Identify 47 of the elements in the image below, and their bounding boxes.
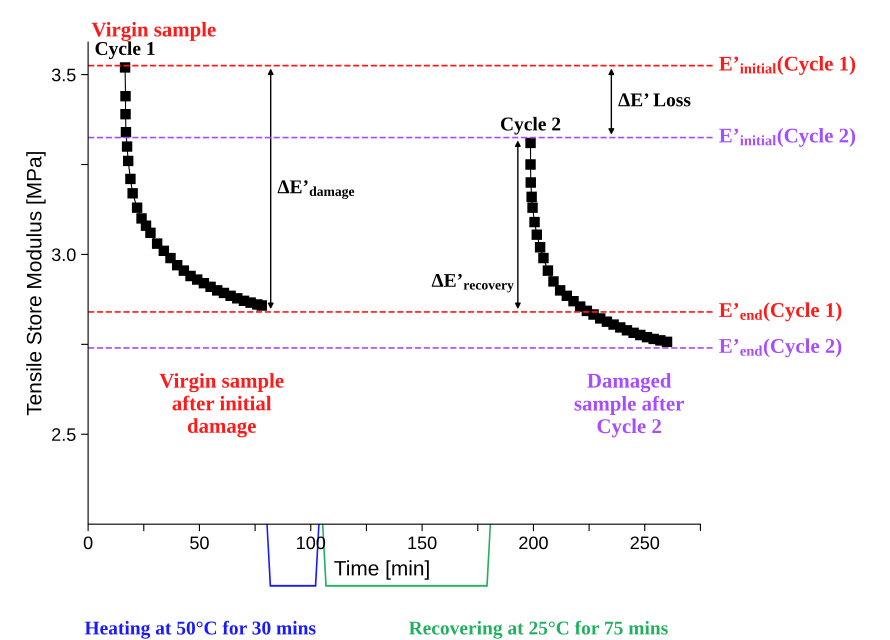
point	[127, 188, 138, 198]
point	[526, 192, 537, 202]
x-tick-label: 150	[408, 536, 436, 550]
point	[534, 242, 546, 252]
point	[548, 276, 559, 287]
x-tick-label: 250	[630, 536, 660, 550]
ref-line-label: E’$_{end}$(Cycle 1)	[719, 302, 842, 322]
point	[132, 202, 142, 213]
point	[662, 336, 672, 348]
point	[532, 229, 542, 240]
y-tick-label: 3.0	[52, 248, 76, 262]
ref-line-label: E’$_{initial}$(Cycle 2)	[719, 128, 856, 147]
point	[145, 228, 156, 238]
x-tick-label: 50	[190, 536, 209, 550]
point	[120, 108, 131, 120]
point	[125, 174, 136, 184]
point	[120, 126, 132, 138]
y-tick-label: 2.5	[52, 428, 76, 441]
y-axis-title: Tensile Store Modulus [MPa]	[26, 152, 46, 416]
x-axis-title: Time [min]	[334, 560, 429, 580]
point	[122, 141, 132, 152]
x-tick-label: 200	[519, 536, 548, 550]
ref-line-label: E’$_{end}$(Cycle 2)	[719, 338, 842, 358]
point	[526, 177, 536, 188]
point	[122, 156, 134, 166]
point	[158, 246, 170, 256]
series-label: Cycle 2	[500, 116, 560, 135]
y-tick-label: 3.5	[52, 68, 76, 82]
annotation: Damaged sample after Cycle 2	[574, 373, 684, 438]
series-label: Cycle 1	[96, 41, 155, 60]
annotation: ΔE’$_{damage}$	[278, 180, 354, 199]
point	[527, 202, 538, 213]
text: Virgin sample	[92, 22, 216, 41]
text: Recovering at 25°C for 75 mins	[408, 620, 668, 639]
point	[538, 252, 549, 264]
text: Heating at 50°C for 30 mins	[84, 620, 316, 639]
annotation: ΔE’$_{recovery}$	[432, 274, 514, 292]
annotation: ΔE’ Loss	[618, 93, 690, 106]
point	[256, 300, 267, 311]
point	[120, 90, 131, 102]
point	[542, 265, 554, 276]
annotation: Virgin sample after initial damage	[160, 373, 284, 438]
ref-line-label: E’$_{initial}$(Cycle 1)	[719, 56, 856, 75]
point	[529, 216, 540, 228]
point	[525, 159, 536, 170]
point	[525, 138, 536, 148]
x-tick-label: 0	[84, 536, 92, 550]
